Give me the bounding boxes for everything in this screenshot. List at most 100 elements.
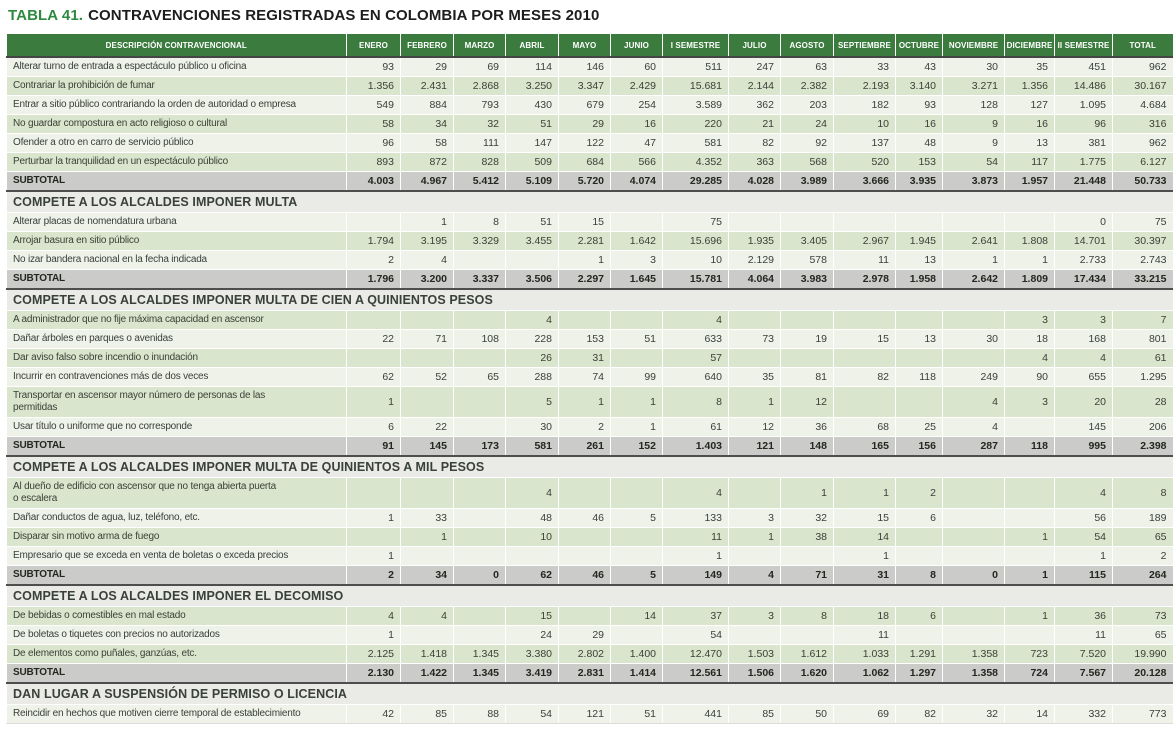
cell-value: 4	[662, 477, 729, 509]
cell-value: 1.358	[942, 663, 1005, 684]
section-header-row: DAN LUGAR A SUSPENSIÓN DE PERMISO O LICE…	[6, 682, 1173, 705]
cell-value: 6.127	[1112, 152, 1173, 172]
cell-value: 4	[728, 565, 781, 586]
cell-value: 451	[1054, 56, 1113, 77]
cell-value: 36	[780, 417, 834, 437]
cell-value: 11	[1054, 625, 1113, 645]
cell-value: 2	[346, 565, 401, 586]
cell-value	[1004, 417, 1055, 437]
cell-value	[833, 386, 896, 418]
cell-value: 12	[780, 386, 834, 418]
cell-value: 1	[346, 386, 401, 418]
cell-value	[453, 310, 506, 330]
cell-value: 14	[1004, 704, 1055, 724]
cell-value: 1.506	[728, 663, 781, 684]
cell-value: 254	[610, 95, 663, 115]
cell-value: 1	[346, 508, 401, 528]
cell-value: 58	[346, 114, 401, 134]
cell-value: 4.028	[728, 171, 781, 192]
row-label: De bebidas o comestibles en mal estado	[6, 606, 347, 626]
cell-value: 96	[1054, 114, 1113, 134]
cell-value: 995	[1054, 436, 1113, 457]
cell-value	[728, 625, 781, 645]
cell-value: 31	[558, 348, 611, 368]
cell-value: 24	[505, 625, 559, 645]
cell-value: 1.418	[400, 644, 454, 664]
cell-value	[942, 625, 1005, 645]
cell-value: 723	[1004, 644, 1055, 664]
cell-value: 30	[942, 329, 1005, 349]
subtotal-label: SUBTOTAL	[6, 565, 347, 586]
row-label: Contrariar la prohibición de fumar	[6, 76, 347, 96]
cell-value	[610, 348, 663, 368]
cell-value: 8	[895, 565, 943, 586]
cell-value: 633	[662, 329, 729, 349]
cell-value: 581	[505, 436, 559, 457]
cell-value	[453, 348, 506, 368]
cell-value: 152	[610, 436, 663, 457]
cell-value: 10	[505, 527, 559, 547]
row-label: Perturbar la tranquilidad en un espectác…	[6, 152, 347, 172]
cell-value	[453, 386, 506, 418]
section-header: COMPETE A LOS ALCALDES IMPONER MULTA DE …	[6, 288, 1173, 311]
cell-value: 3.250	[505, 76, 559, 96]
cell-value: 6	[895, 606, 943, 626]
cell-value	[610, 212, 663, 232]
cell-value: 3	[610, 250, 663, 270]
cell-value: 1	[728, 386, 781, 418]
subtotal-label: SUBTOTAL	[6, 436, 347, 457]
cell-value	[1004, 508, 1055, 528]
cell-value: 1	[662, 546, 729, 566]
cell-value: 2.129	[728, 250, 781, 270]
cell-value: 108	[453, 329, 506, 349]
cell-value: 3.419	[505, 663, 559, 684]
cell-value: 1	[833, 546, 896, 566]
cell-value: 2.297	[558, 269, 611, 290]
cell-value	[895, 212, 943, 232]
cell-value	[453, 625, 506, 645]
cell-value	[346, 212, 401, 232]
cell-value	[895, 310, 943, 330]
cell-value: 5	[610, 508, 663, 528]
cell-value: 1	[558, 250, 611, 270]
cell-value: 31	[833, 565, 896, 586]
cell-value: 1.403	[662, 436, 729, 457]
subtotal-row: SUBTOTAL 4.003 4.967 5.412 5.109 5.720 4.074 29…	[6, 171, 1173, 192]
cell-value: 46	[558, 565, 611, 586]
cell-value: 8	[453, 212, 506, 232]
cell-value: 2	[558, 417, 611, 437]
cell-value	[942, 477, 1005, 509]
cell-value: 1	[610, 386, 663, 418]
cell-value: 58	[400, 133, 454, 153]
cell-value: 137	[833, 133, 896, 153]
cell-value: 3.380	[505, 644, 559, 664]
cell-value: 62	[505, 565, 559, 586]
column-header-febrero: FEBRERO	[400, 34, 454, 58]
row-label: Usar título o uniforme que no correspond…	[6, 417, 347, 437]
cell-value	[942, 606, 1005, 626]
cell-value: 75	[1112, 212, 1173, 232]
cell-value: 4	[346, 606, 401, 626]
cell-value: 962	[1112, 133, 1173, 153]
cell-value: 11	[662, 527, 729, 547]
data-row: Arrojar basura en sitio público 1.794 3.19…	[6, 231, 1173, 251]
cell-value: 54	[662, 625, 729, 645]
data-row: Perturbar la tranquilidad en un espectác…	[6, 152, 1173, 172]
column-header-i-semestre: I SEMESTRE	[662, 34, 729, 58]
column-header-marzo: MARZO	[453, 34, 506, 58]
cell-value: 4.967	[400, 171, 454, 192]
cell-value: 1.291	[895, 644, 943, 664]
cell-value: 4	[1004, 348, 1055, 368]
cell-value: 18	[1004, 329, 1055, 349]
cell-value: 2.641	[942, 231, 1005, 251]
cell-value: 29.285	[662, 171, 729, 192]
cell-value: 8	[1112, 477, 1173, 509]
cell-value: 14	[833, 527, 896, 547]
cell-value: 2	[346, 250, 401, 270]
cell-value	[895, 527, 943, 547]
cell-value: 2.831	[558, 663, 611, 684]
cell-value: 88	[453, 704, 506, 724]
cell-value: 65	[1112, 625, 1173, 645]
cell-value: 362	[728, 95, 781, 115]
cell-value: 2.642	[942, 269, 1005, 290]
